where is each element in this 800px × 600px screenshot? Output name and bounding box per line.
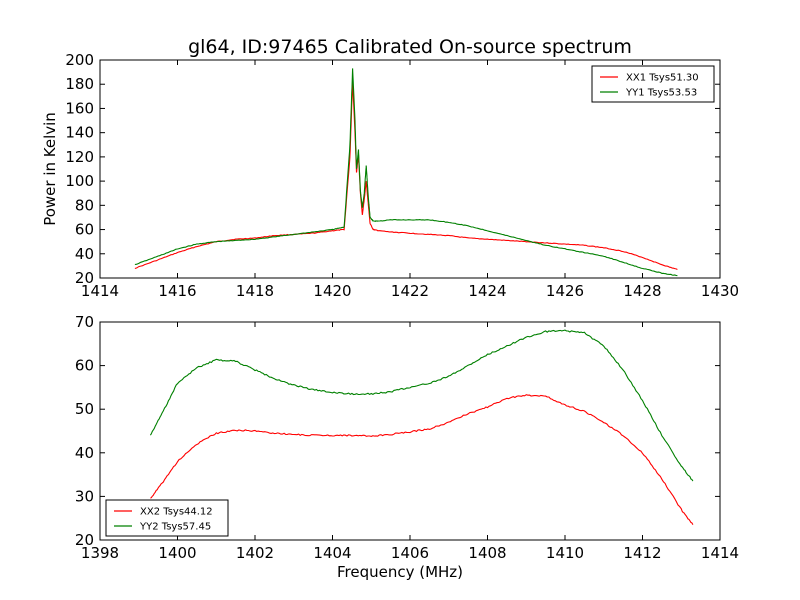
y-tick-label: 180 (65, 75, 94, 93)
series-line-2 (149, 329, 694, 482)
x-tick-label: 1402 (236, 544, 274, 562)
legend: XX1 Tsys51.30 YY1 Tsys53.53 (591, 65, 715, 103)
legend: XX2 Tsys44.12 YY2 Tsys57.45 (105, 499, 229, 537)
legend-label: XX2 Tsys44.12 (140, 507, 213, 518)
y-tick-label: 60 (75, 357, 94, 375)
x-tick-label: 1422 (391, 282, 429, 300)
y-tick-label: 100 (65, 172, 94, 190)
y-tick-label: 140 (65, 124, 94, 142)
y-tick-label: 50 (75, 400, 94, 418)
y-tick-label: 80 (75, 196, 94, 214)
y-axis-label: Power in Kelvin (41, 112, 59, 226)
x-tick-label: 1426 (546, 282, 584, 300)
x-tick-label: 1408 (468, 544, 506, 562)
y-tick-label: 120 (65, 148, 94, 166)
legend-label: YY2 Tsys57.45 (139, 522, 211, 533)
y-tick-label: 40 (75, 444, 94, 462)
x-tick-label: 1414 (701, 544, 739, 562)
legend-label: XX1 Tsys51.30 (626, 73, 699, 84)
y-tick-label: 70 (75, 313, 94, 331)
x-tick-label: 1424 (468, 282, 506, 300)
chart-2: 1398 1400 1402 1404 1406 1408 1410 1412 1414 20 30… (75, 313, 739, 581)
x-tick-label: 1412 (623, 544, 661, 562)
plots-group: 1414 1416 1418 1420 1422 1424 1426 1428 1430 20 40… (41, 51, 739, 581)
legend-box (105, 499, 229, 537)
legend-box (591, 65, 715, 103)
x-tick-label: 1416 (158, 282, 196, 300)
x-tick-label: 1404 (313, 544, 351, 562)
y-tick-label: 20 (75, 269, 94, 287)
x-tick-label: 1406 (391, 544, 429, 562)
y-tick-label: 160 (65, 99, 94, 117)
y-tick-label: 20 (75, 531, 94, 549)
y-tick-label: 200 (65, 51, 94, 69)
y-tick-label: 40 (75, 245, 94, 263)
x-tick-label: 1410 (546, 544, 584, 562)
x-tick-label: 1430 (701, 282, 739, 300)
x-tick-label: 1400 (158, 544, 196, 562)
series-line-2 (134, 68, 678, 277)
x-tick-label: 1414 (81, 282, 119, 300)
x-tick-label: 1428 (623, 282, 661, 300)
y-tick-label: 60 (75, 221, 94, 239)
x-tick-label: 1418 (236, 282, 274, 300)
y-tick-label: 30 (75, 487, 94, 505)
legend-label: YY1 Tsys53.53 (625, 88, 697, 99)
figure-title: gl64, ID:97465 Calibrated On-source spec… (188, 36, 632, 58)
series-line-1 (150, 394, 694, 525)
x-tick-label: 1398 (81, 544, 119, 562)
series-line-1 (134, 80, 678, 270)
x-tick-label: 1420 (313, 282, 351, 300)
chart-1: 1414 1416 1418 1420 1422 1424 1426 1428 1430 20 40… (41, 51, 739, 300)
x-axis-label: Frequency (MHz) (337, 563, 463, 581)
